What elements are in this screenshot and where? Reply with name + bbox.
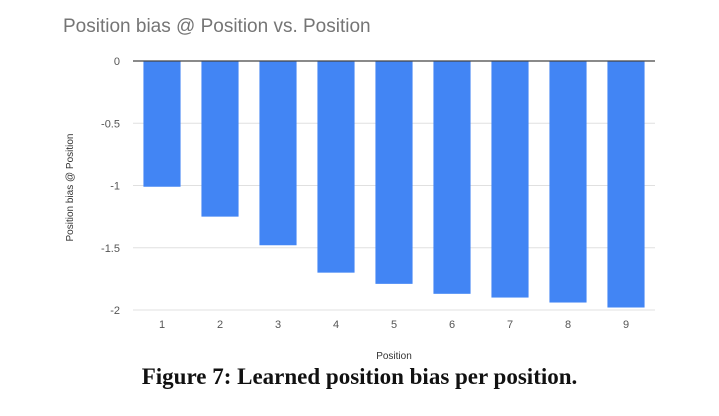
y-axis-label: Position bias @ Position xyxy=(65,134,76,242)
x-tick-label: 7 xyxy=(507,319,513,331)
y-tick-label: -1 xyxy=(110,181,120,193)
y-tick-label: 0 xyxy=(114,56,120,68)
bar xyxy=(375,61,413,284)
x-tick-label: 5 xyxy=(391,319,397,331)
bar xyxy=(259,61,297,246)
bar xyxy=(201,61,239,217)
x-tick-label: 4 xyxy=(333,319,339,331)
y-tick-label: -0.5 xyxy=(101,118,120,130)
bar xyxy=(491,61,529,298)
bar xyxy=(317,61,355,273)
x-tick-label: 2 xyxy=(217,319,223,331)
bar xyxy=(433,61,471,294)
bar xyxy=(549,61,587,303)
figure-caption: Figure 7: Learned position bias per posi… xyxy=(141,364,578,389)
x-tick-label: 6 xyxy=(449,319,455,331)
x-axis-label: Position xyxy=(376,351,412,362)
bar xyxy=(143,61,181,187)
x-tick-label: 3 xyxy=(275,319,281,331)
chart-title: Position bias @ Position vs. Position xyxy=(63,16,371,37)
x-tick-label: 1 xyxy=(159,319,165,331)
x-tick-label: 8 xyxy=(565,319,571,331)
y-tick-label: -1.5 xyxy=(101,243,120,255)
y-tick-label: -2 xyxy=(110,305,120,317)
bar xyxy=(607,61,645,308)
x-tick-label: 9 xyxy=(623,319,629,331)
